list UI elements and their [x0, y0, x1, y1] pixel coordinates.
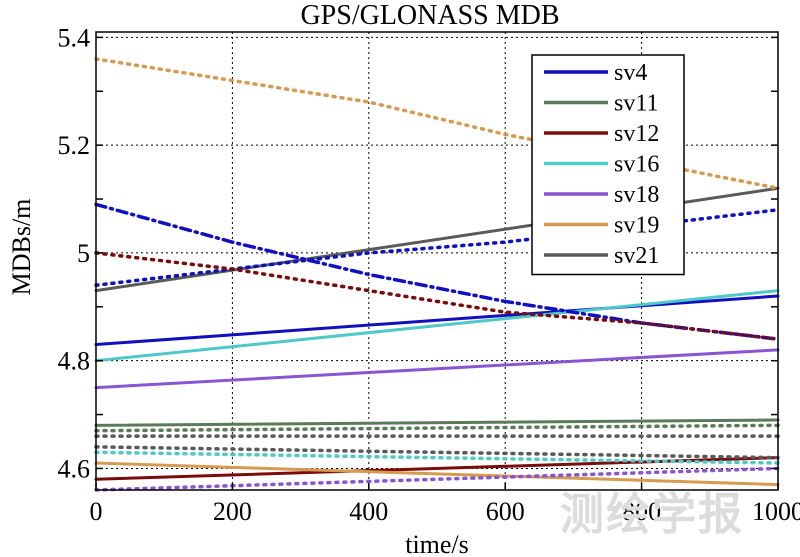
- series-line-sv19-solid: [94, 461, 780, 487]
- legend-label-sv4: sv4: [614, 60, 647, 86]
- watermark: 测绘学报: [560, 489, 744, 540]
- legend-label-sv19: sv19: [614, 213, 659, 239]
- plot-area: 0 200 400 600 800 1000 4.6 4.8 5 5.2 5.4 sv4 sv11 sv1…: [58, 23, 800, 526]
- y-tick-label: 5: [77, 239, 90, 268]
- x-axis-label: time/s: [405, 530, 469, 557]
- series-line-sv4-dashdot: [94, 202, 780, 341]
- x-tick-label: 200: [213, 497, 252, 526]
- x-tick-label: 800: [622, 497, 661, 526]
- series-line-sv16-solid: [94, 289, 780, 363]
- y-tick-label: 5.4: [58, 23, 91, 52]
- x-tick-label: 600: [486, 497, 525, 526]
- series-line-sv21-dotted: [94, 445, 780, 460]
- legend-label-sv11: sv11: [614, 91, 658, 117]
- series-line-sv11-dotted: [94, 423, 780, 433]
- series-line-sv4-dotted: [94, 208, 780, 287]
- x-tick-label: 1000: [752, 497, 800, 526]
- series-line-sv16-dotted: [94, 450, 780, 465]
- x-tick-label: 400: [349, 497, 388, 526]
- chart-title: GPS/GLONASS MDB: [300, 0, 559, 31]
- series-line-sv18-solid: [94, 348, 780, 390]
- y-tick-label: 5.2: [58, 131, 91, 160]
- legend-label-sv12: sv12: [614, 121, 659, 147]
- y-axis-label: MDBs/m: [7, 199, 36, 296]
- series-line-sv12-dotted: [94, 251, 780, 341]
- series-line-sv18-dotted: [94, 466, 780, 492]
- legend-label-sv18: sv18: [614, 182, 659, 208]
- legend-label-sv21: sv21: [614, 243, 659, 269]
- y-tick-label: 4.8: [58, 347, 91, 376]
- series-line-sv4-solid: [94, 294, 780, 347]
- y-tick-label: 4.6: [58, 454, 91, 483]
- series-line-sv11-solid: [94, 418, 780, 427]
- plot-frame: [95, 31, 779, 491]
- x-tick-label: 0: [90, 497, 103, 526]
- legend-label-sv16: sv16: [614, 152, 659, 178]
- series-line-sv12-solid: [94, 456, 780, 481]
